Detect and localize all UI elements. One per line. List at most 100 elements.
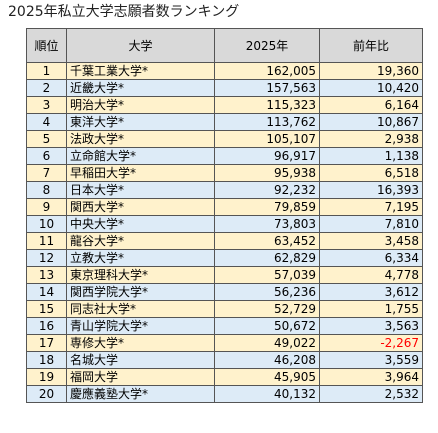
applicants-cell: 50,672	[214, 317, 320, 335]
applicants-cell: 96,917	[214, 147, 320, 165]
table-row: 5 法政大学* 105,107 2,938	[26, 130, 423, 148]
change-cell: 2,532	[319, 385, 423, 403]
applicants-cell: 52,729	[214, 300, 320, 318]
rank-cell: 9	[26, 198, 67, 216]
rank-cell: 17	[26, 334, 67, 352]
change-cell: 2,938	[319, 130, 423, 148]
change-cell: 7,195	[319, 198, 423, 216]
university-cell: 専修大学*	[66, 334, 215, 352]
change-cell: 3,612	[319, 283, 423, 301]
change-cell: 10,420	[319, 79, 423, 97]
rank-cell: 4	[26, 113, 67, 131]
applicants-cell: 115,323	[214, 96, 320, 114]
university-cell: 東京理科大学*	[66, 266, 215, 284]
university-cell: 関西大学*	[66, 198, 215, 216]
applicants-cell: 56,236	[214, 283, 320, 301]
applicants-cell: 95,938	[214, 164, 320, 182]
university-cell: 福岡大学	[66, 368, 215, 386]
change-cell: 16,393	[319, 181, 423, 199]
table-row: 10 中央大学* 73,803 7,810	[26, 215, 423, 233]
change-cell: 3,559	[319, 351, 423, 369]
rank-cell: 11	[26, 232, 67, 250]
change-cell: 19,360	[319, 62, 423, 80]
table-row: 13 東京理科大学* 57,039 4,778	[26, 266, 423, 284]
table-row: 17 専修大学* 49,022 -2,267	[26, 334, 423, 352]
applicants-cell: 73,803	[214, 215, 320, 233]
applicants-cell: 157,563	[214, 79, 320, 97]
change-cell: 10,867	[319, 113, 423, 131]
rank-cell: 14	[26, 283, 67, 301]
change-cell: 3,458	[319, 232, 423, 250]
university-cell: 青山学院大学*	[66, 317, 215, 335]
table-row: 16 青山学院大学* 50,672 3,563	[26, 317, 423, 335]
university-cell: 早稲田大学*	[66, 164, 215, 182]
change-cell: -2,267	[319, 334, 423, 352]
rank-cell: 7	[26, 164, 67, 182]
table-row: 9 関西大学* 79,859 7,195	[26, 198, 423, 216]
university-cell: 千葉工業大学*	[66, 62, 215, 80]
table-row: 3 明治大学* 115,323 6,164	[26, 96, 423, 114]
change-cell: 1,138	[319, 147, 423, 165]
change-cell: 3,964	[319, 368, 423, 386]
rank-cell: 19	[26, 368, 67, 386]
rank-cell: 1	[26, 62, 67, 80]
university-cell: 慶應義塾大学*	[66, 385, 215, 403]
university-cell: 東洋大学*	[66, 113, 215, 131]
university-cell: 同志社大学*	[66, 300, 215, 318]
rank-cell: 6	[26, 147, 67, 165]
rank-cell: 2	[26, 79, 67, 97]
table-row: 20 慶應義塾大学* 40,132 2,532	[26, 385, 423, 403]
rank-cell: 16	[26, 317, 67, 335]
applicants-cell: 92,232	[214, 181, 320, 199]
rank-cell: 18	[26, 351, 67, 369]
university-cell: 立教大学*	[66, 249, 215, 267]
table-row: 7 早稲田大学* 95,938 6,518	[26, 164, 423, 182]
table-row: 14 関西学院大学* 56,236 3,612	[26, 283, 423, 301]
university-cell: 立命館大学*	[66, 147, 215, 165]
change-cell: 4,778	[319, 266, 423, 284]
applicants-cell: 45,905	[214, 368, 320, 386]
rank-cell: 5	[26, 130, 67, 148]
university-cell: 中央大学*	[66, 215, 215, 233]
table-row: 2 近畿大学* 157,563 10,420	[26, 79, 423, 97]
change-cell: 6,164	[319, 96, 423, 114]
applicants-cell: 57,039	[214, 266, 320, 284]
change-cell: 3,563	[319, 317, 423, 335]
university-cell: 名城大学	[66, 351, 215, 369]
applicants-cell: 162,005	[214, 62, 320, 80]
table-row: 12 立教大学* 62,829 6,334	[26, 249, 423, 267]
rank-cell: 13	[26, 266, 67, 284]
change-header: 前年比	[319, 28, 423, 63]
rank-cell: 20	[26, 385, 67, 403]
university-cell: 龍谷大学*	[66, 232, 215, 250]
change-cell: 6,334	[319, 249, 423, 267]
ranking-title: 2025年私立大学志願者数ランキング	[8, 4, 240, 20]
header-row: 順位 大学 2025年 前年比	[26, 28, 423, 63]
rank-cell: 3	[26, 96, 67, 114]
table-row: 15 同志社大学* 52,729 1,755	[26, 300, 423, 318]
rank-cell: 12	[26, 249, 67, 267]
table-row: 8 日本大学* 92,232 16,393	[26, 181, 423, 199]
university-cell: 近畿大学*	[66, 79, 215, 97]
ranking-rows: 1 千葉工業大学* 162,005 19,360 2 近畿大学* 157,563 10,420…	[26, 62, 423, 403]
ranking-table: 順位 大学 2025年 前年比 1 千葉工業大学* 162,005 19,360 2 近畿…	[26, 28, 423, 403]
table-row: 11 龍谷大学* 63,452 3,458	[26, 232, 423, 250]
change-cell: 6,518	[319, 164, 423, 182]
rank-cell: 15	[26, 300, 67, 318]
table-row: 4 東洋大学* 113,762 10,867	[26, 113, 423, 131]
university-cell: 日本大学*	[66, 181, 215, 199]
rank-header: 順位	[26, 28, 67, 63]
applicants-cell: 49,022	[214, 334, 320, 352]
applicants-cell: 105,107	[214, 130, 320, 148]
table-row: 1 千葉工業大学* 162,005 19,360	[26, 62, 423, 80]
change-cell: 1,755	[319, 300, 423, 318]
table-row: 18 名城大学 46,208 3,559	[26, 351, 423, 369]
applicants-cell: 63,452	[214, 232, 320, 250]
university-header: 大学	[66, 28, 215, 63]
table-row: 6 立命館大学* 96,917 1,138	[26, 147, 423, 165]
applicants-cell: 62,829	[214, 249, 320, 267]
university-cell: 関西学院大学*	[66, 283, 215, 301]
applicants-header: 2025年	[214, 28, 320, 63]
applicants-cell: 113,762	[214, 113, 320, 131]
applicants-cell: 46,208	[214, 351, 320, 369]
